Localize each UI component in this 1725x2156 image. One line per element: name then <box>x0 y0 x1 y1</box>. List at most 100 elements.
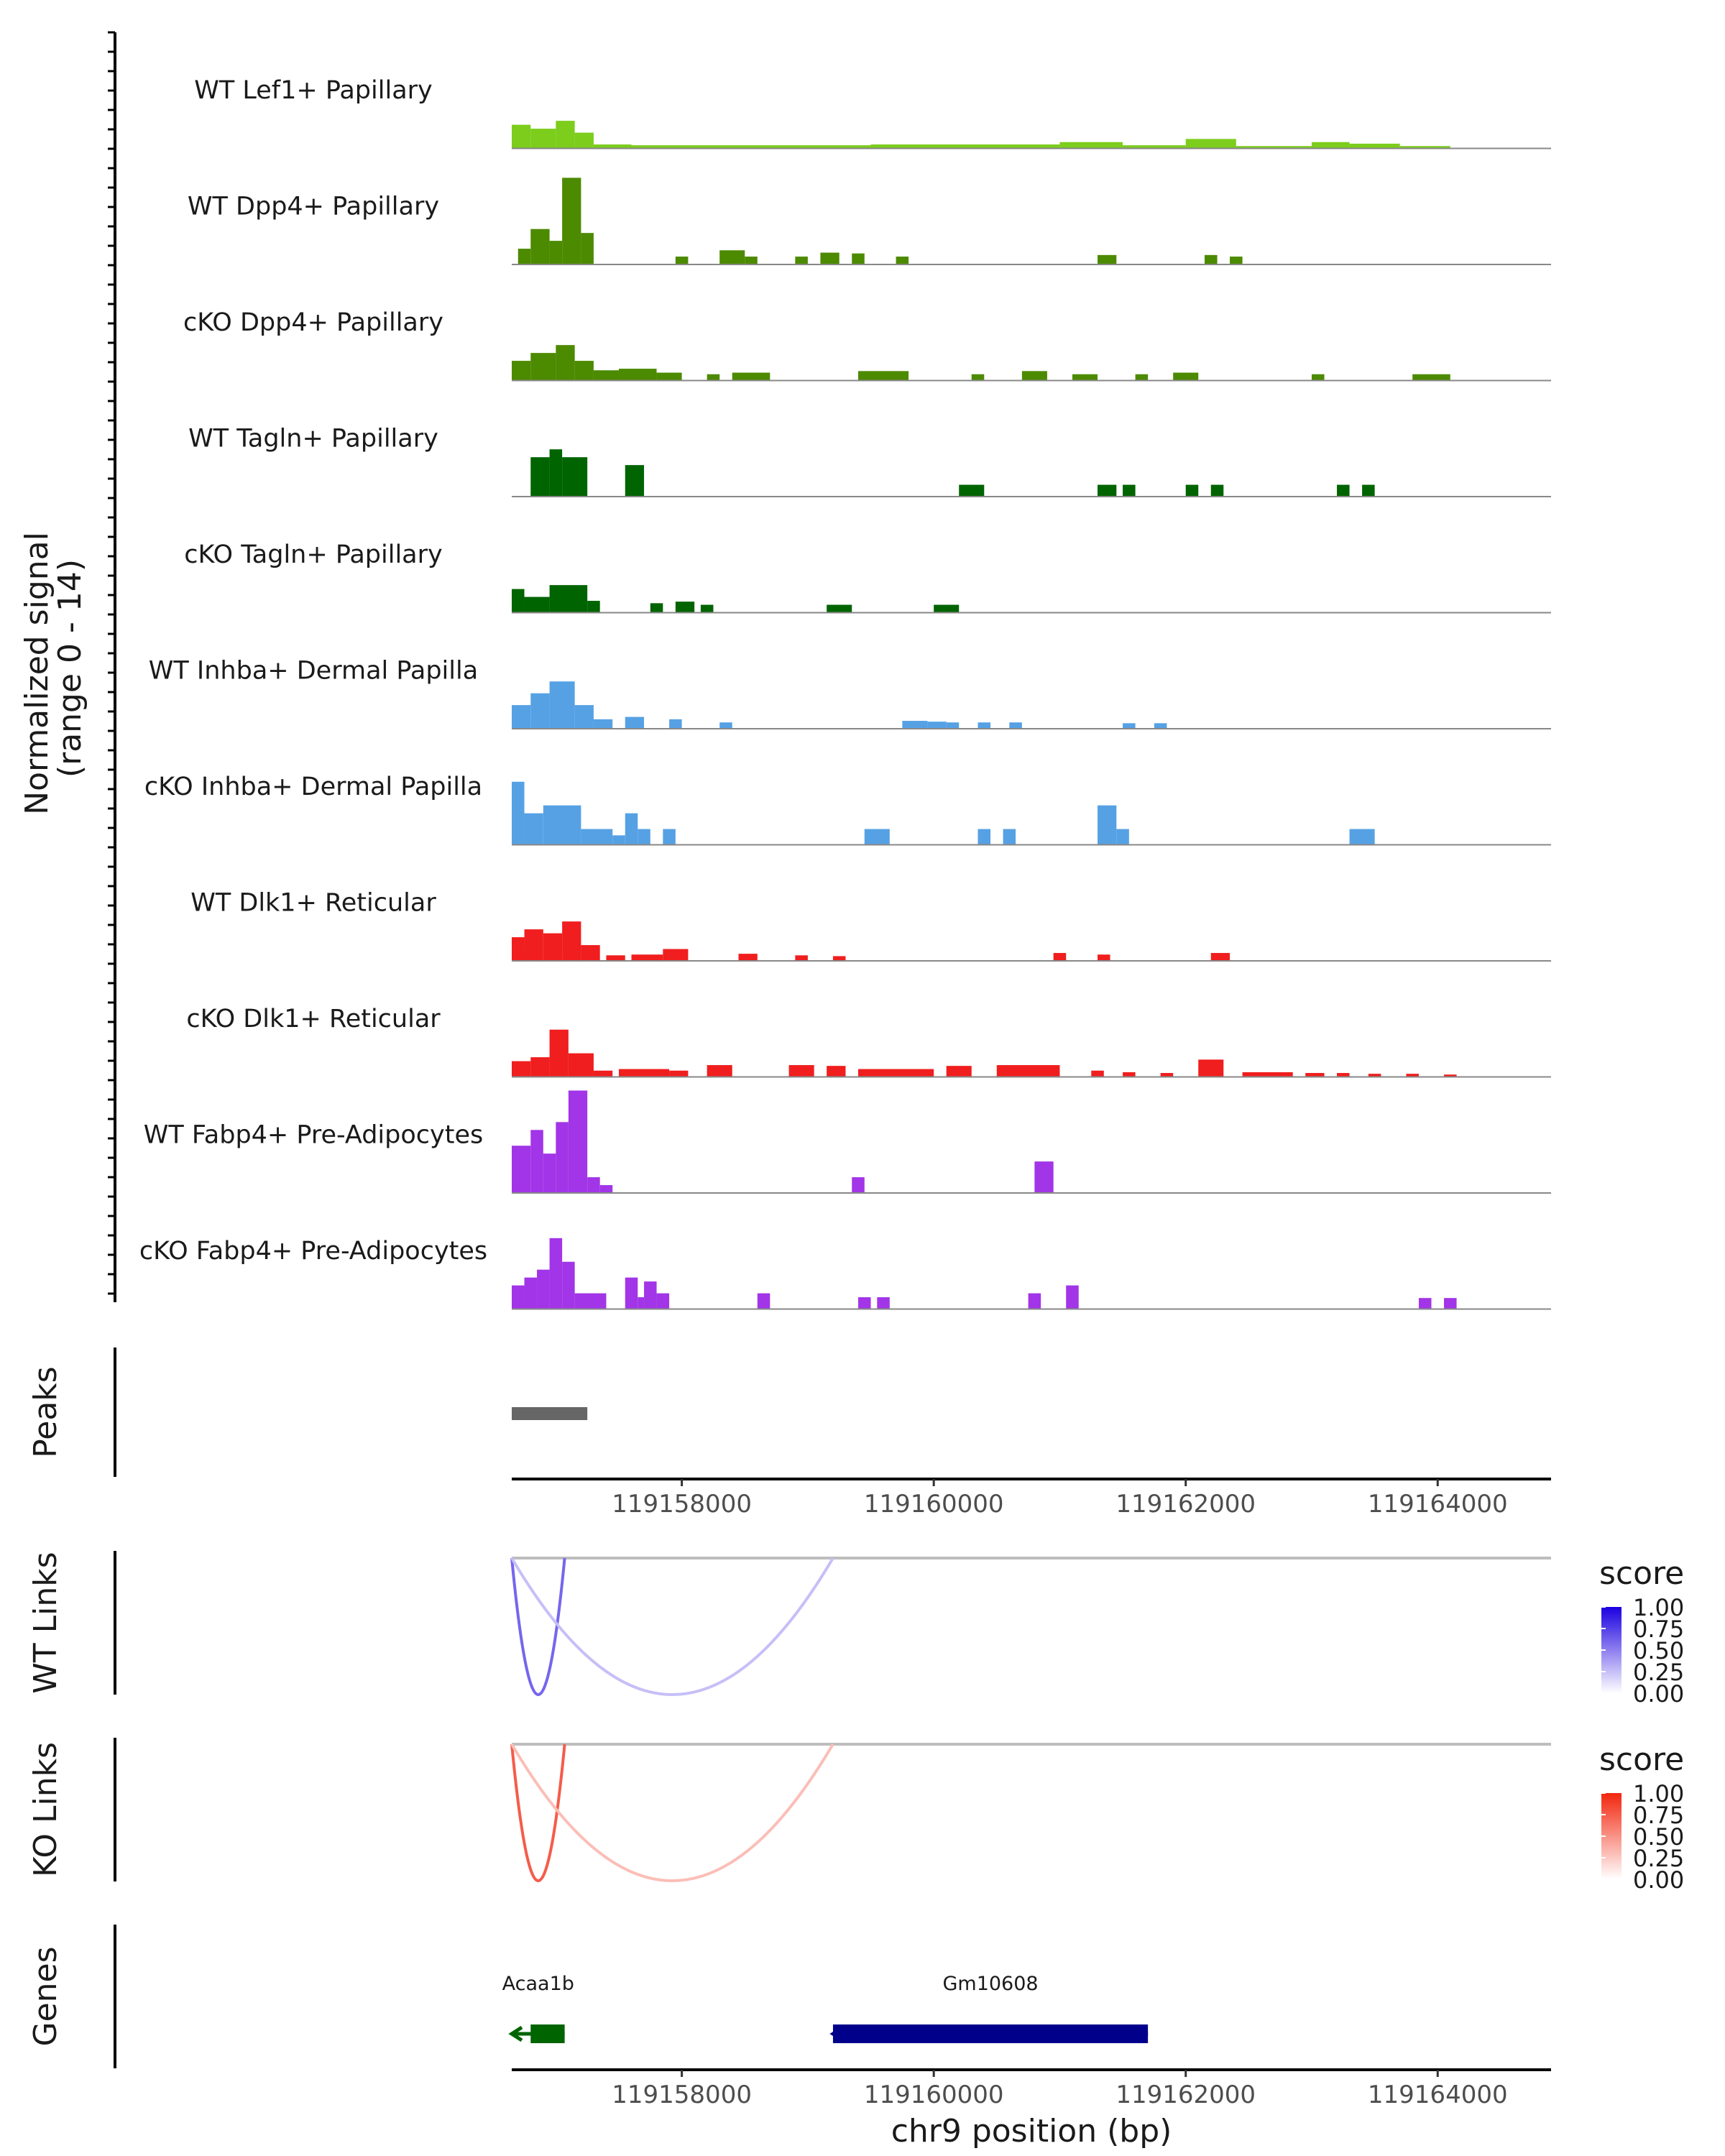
ko-legend-tick-label: 1.00 <box>1633 1780 1684 1807</box>
coverage-bar <box>1034 1161 1054 1193</box>
lower-x-tick-label: 119164000 <box>1368 2081 1508 2109</box>
coverage-bar <box>1444 1074 1457 1077</box>
ko-links-track-title: KO Links <box>27 1742 64 1877</box>
coverage-bar <box>795 257 808 264</box>
coverage-bar <box>700 604 714 613</box>
coverage-bar <box>1066 1285 1079 1309</box>
coverage-bar <box>549 1238 563 1309</box>
upper-x-tick-label: 119160000 <box>864 1490 1004 1519</box>
coverage-bar <box>978 722 991 729</box>
coverage-bar <box>738 954 758 961</box>
coverage-bar <box>562 457 588 497</box>
upper-x-tick-label: 119164000 <box>1368 1490 1508 1519</box>
coverage-bar <box>587 601 600 613</box>
coverage-bar <box>556 1122 569 1193</box>
coverage-bar <box>1311 374 1325 381</box>
coverage-track-label: cKO Fabp4+ Pre-Adipocytes <box>139 1237 487 1266</box>
coverage-bar <box>606 955 625 961</box>
coverage-bar <box>656 372 682 381</box>
coverage-y-axis-title-line1: Normalized signal <box>19 532 55 815</box>
wt-legend-ticks: 1.000.750.500.250.00 <box>1601 1594 1684 1708</box>
coverage-bar <box>562 178 581 264</box>
coverage-bar <box>1123 145 1186 149</box>
peaks-track-title: Peaks <box>27 1366 64 1457</box>
wt-legend-tick-label: 0.75 <box>1633 1616 1684 1643</box>
coverage-bar <box>902 721 928 729</box>
coverage-y-axis-title-line2: (range 0 - 14) <box>52 559 88 778</box>
gene-exon <box>530 2024 565 2043</box>
coverage-bar <box>524 596 550 613</box>
coverage-bar <box>1021 371 1047 381</box>
coverage-bar <box>549 1029 569 1077</box>
coverage-bar <box>1009 722 1022 729</box>
coverage-bar <box>1173 372 1199 381</box>
coverage-bar <box>1205 254 1218 264</box>
coverage-bar <box>1418 1298 1432 1309</box>
coverage-bar <box>757 1293 770 1309</box>
coverage-bar <box>996 1065 1060 1077</box>
coverage-track: WT Dlk1+ Reticular <box>190 889 1551 962</box>
lower-x-ticks: 119158000 119160000 119162000 119164000 <box>612 2070 1508 2109</box>
coverage-bar <box>795 955 808 961</box>
x-axis-title: chr9 position (bp) <box>891 2113 1172 2150</box>
upper-x-tick-label: 119158000 <box>612 1490 752 1519</box>
coverage-bar <box>512 1061 531 1077</box>
coverage-bar <box>512 589 525 613</box>
coverage-bar <box>852 1177 865 1193</box>
coverage-bar <box>1311 142 1350 149</box>
lower-x-tick-label: 119162000 <box>1116 2081 1256 2109</box>
coverage-bar <box>877 1297 890 1309</box>
gene-strand-arrow <box>829 2025 845 2042</box>
coverage-bar <box>612 835 625 845</box>
coverage-bar <box>832 956 846 961</box>
coverage-tracks: WT Lef1+ Papillary WT Dpp4+ Papillary cKO … <box>139 76 1551 1310</box>
coverage-section: Normalized signal (range 0 - 14) WT Lef1… <box>19 31 1551 1310</box>
coverage-bar <box>537 1269 550 1309</box>
coverage-bar <box>1135 374 1149 381</box>
coverage-bar <box>1123 1072 1136 1077</box>
ko-links-section: KO Links score 1.000.750.500.250.00 <box>27 1738 1684 1894</box>
coverage-bar <box>1028 1293 1041 1309</box>
coverage-bar <box>618 1069 670 1077</box>
coverage-track-label: WT Fabp4+ Pre-Adipocytes <box>144 1121 483 1150</box>
coverage-bar <box>512 1285 525 1309</box>
coverage-bar <box>530 129 556 149</box>
coverage-bar <box>593 370 619 381</box>
gene-exon <box>832 2024 1149 2043</box>
ko-link-arc <box>510 1743 834 1882</box>
ko-legend-tick-label: 0.50 <box>1633 1823 1684 1851</box>
coverage-bar <box>512 1146 531 1193</box>
coverage-y-ticks <box>108 31 115 1295</box>
coverage-bar <box>543 1153 556 1193</box>
coverage-bar <box>1123 484 1136 497</box>
coverage-bar <box>530 457 550 497</box>
coverage-track: cKO Inhba+ Dermal Papilla <box>144 773 1551 846</box>
coverage-bar <box>719 250 745 264</box>
lower-x-tick-label: 119158000 <box>612 2081 752 2109</box>
coverage-bar <box>549 449 563 497</box>
coverage-bar <box>556 121 575 149</box>
coverage-bar <box>1185 484 1199 497</box>
coverage-bar <box>524 929 543 961</box>
coverage-bar <box>1406 1074 1419 1077</box>
coverage-bar <box>625 1277 638 1309</box>
coverage-bar <box>1098 954 1110 961</box>
coverage-bar <box>512 705 531 729</box>
coverage-bar <box>512 361 531 381</box>
coverage-bar <box>1198 1059 1224 1077</box>
coverage-track-label: WT Tagln+ Papillary <box>188 425 438 453</box>
coverage-bar <box>650 603 663 613</box>
coverage-bar <box>631 145 871 149</box>
gene-model: Gm10608 <box>829 1973 1149 2043</box>
ko-link-arcs <box>510 1743 834 1882</box>
ko-legend-tick-label: 0.25 <box>1633 1845 1684 1872</box>
coverage-bar <box>1399 146 1438 149</box>
coverage-bar <box>1349 143 1400 149</box>
coverage-bar <box>1098 484 1117 497</box>
coverage-bar <box>927 722 947 729</box>
coverage-track: cKO Fabp4+ Pre-Adipocytes <box>139 1237 1551 1310</box>
upper-x-axis: 119158000 119160000 119162000 119164000 <box>512 1478 1551 1519</box>
coverage-bar <box>1349 829 1375 845</box>
ko-legend-tick-label: 0.75 <box>1633 1802 1684 1829</box>
